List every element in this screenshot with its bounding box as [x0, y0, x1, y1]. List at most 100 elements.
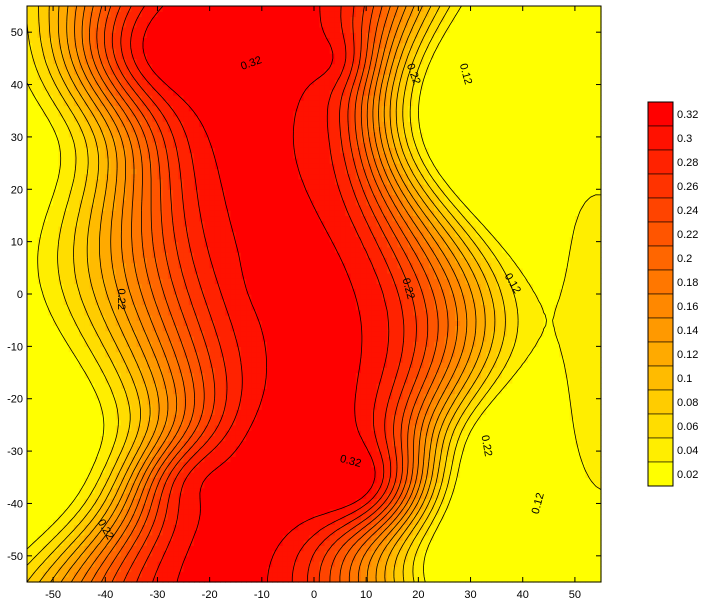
contour-cell [345, 456, 352, 463]
contour-cell [360, 414, 367, 421]
contour-cell [527, 409, 534, 416]
contour-cell [147, 351, 153, 358]
contour-cell [434, 398, 440, 405]
contour-cell [460, 388, 466, 395]
contour-cell [340, 456, 346, 463]
contour-cell [590, 414, 597, 421]
contour-cell [147, 492, 153, 499]
contour-cell [491, 409, 498, 416]
contour-cell [434, 492, 440, 499]
contour-cell [240, 367, 247, 374]
contour-cell [261, 566, 268, 573]
contour-cell [173, 377, 179, 384]
contour-cell [141, 545, 148, 552]
contour-cell [120, 487, 127, 494]
contour-cell [167, 367, 174, 374]
contour-cell [324, 435, 331, 442]
contour-cell [595, 477, 602, 484]
contour-cell [100, 440, 106, 447]
contour-cell [58, 393, 65, 400]
contour-cell [68, 482, 75, 489]
contour-cell [407, 367, 414, 374]
contour-cell [585, 351, 592, 358]
contour-cell [58, 519, 65, 525]
contour-cell [480, 403, 487, 410]
contour-cell [486, 356, 493, 363]
contour-cell [387, 388, 393, 395]
contour-cell [141, 383, 148, 389]
contour-cell [428, 362, 435, 368]
contour-cell [491, 477, 498, 484]
contour-cell [460, 498, 466, 505]
contour-cell [47, 346, 54, 353]
contour-cell [491, 346, 498, 353]
contour-cell [131, 550, 138, 557]
contour-cell [360, 566, 367, 573]
contour-cell [63, 566, 70, 573]
contour-cell [63, 561, 70, 567]
contour-cell [580, 540, 586, 546]
contour-cell [428, 561, 435, 567]
contour-cell [465, 419, 472, 426]
contour-cell [267, 550, 273, 557]
contour-cell [360, 461, 367, 468]
contour-cell [559, 383, 566, 389]
contour-cell [120, 409, 127, 416]
contour-cell [209, 492, 216, 499]
contour-cell [559, 362, 566, 368]
contour-cell [287, 451, 294, 457]
contour-cell [110, 529, 117, 536]
contour-cell [439, 540, 446, 546]
contour-cell [350, 576, 357, 583]
contour-cell [580, 492, 586, 499]
contour-cell [486, 445, 493, 452]
contour-cell [439, 545, 446, 552]
contour-cell [105, 377, 112, 384]
contour-cell [543, 398, 550, 405]
contour-cell [308, 346, 315, 353]
contour-cell [147, 372, 153, 379]
contour-cell [314, 498, 320, 505]
contour-cell [272, 503, 279, 510]
contour-cell [454, 445, 461, 452]
contour-cell [465, 524, 472, 531]
contour-cell [454, 403, 461, 410]
contour-cell [423, 435, 430, 442]
contour-cell [267, 445, 273, 452]
contour-cell [538, 346, 545, 353]
contour-cell [84, 409, 91, 416]
contour-cell [392, 524, 399, 531]
contour-cell [53, 435, 59, 442]
contour-cell [517, 356, 524, 363]
contour-cell [465, 398, 472, 405]
contour-cell [183, 351, 190, 358]
contour-cell [110, 409, 117, 416]
contour-cell [366, 356, 372, 363]
contour-cell [418, 555, 425, 562]
contour-cell [282, 388, 289, 395]
contour-cell [120, 372, 127, 379]
contour-cell [225, 461, 232, 468]
contour-cell [548, 377, 555, 384]
contour-cell [136, 377, 143, 384]
contour-cell [235, 519, 242, 525]
contour-cell [418, 519, 425, 525]
contour-cell [407, 519, 414, 525]
contour-cell [350, 383, 357, 389]
contour-cell [79, 383, 85, 389]
contour-cell [381, 466, 388, 473]
contour-cell [53, 445, 59, 452]
contour-cell [527, 346, 534, 353]
contour-cell [303, 561, 310, 567]
contour-cell [569, 472, 576, 478]
contour-cell [27, 566, 33, 573]
contour-cell [251, 513, 258, 520]
contour-cell [334, 424, 341, 431]
contour-cell [418, 445, 425, 452]
contour-cell [444, 561, 451, 567]
contour-cell [574, 403, 581, 410]
contour-cell [147, 367, 153, 374]
contour-cell [37, 529, 44, 536]
contour-cell [371, 398, 378, 405]
contour-cell [110, 398, 117, 405]
